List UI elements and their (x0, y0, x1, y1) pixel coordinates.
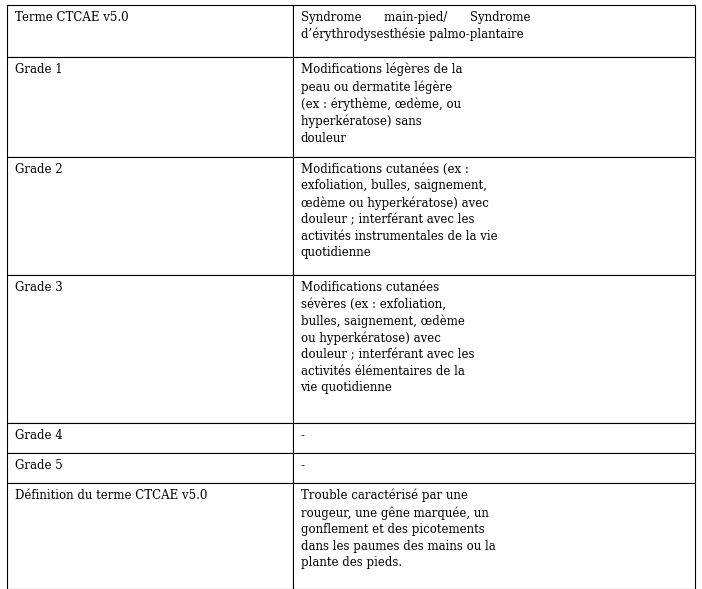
Text: Trouble caractérisé par une
rougeur, une gêne marquée, un
gonflement et des pico: Trouble caractérisé par une rougeur, une… (300, 489, 496, 569)
Bar (7, 57, 293, 157)
Bar (7, 483, 293, 589)
Text: Grade 4: Grade 4 (15, 429, 62, 442)
Text: Modifications cutanées (ex :
exfoliation, bulles, saignement,
œdème ou hyperkéra: Modifications cutanées (ex : exfoliation… (300, 163, 497, 259)
Bar (7, 5, 293, 57)
Text: Modifications légères de la
peau ou dermatite légère
(ex : érythème, œdème, ou
h: Modifications légères de la peau ou derm… (300, 63, 462, 144)
Text: -: - (300, 429, 305, 442)
Text: Terme CTCAE v5.0: Terme CTCAE v5.0 (15, 11, 128, 24)
Text: Grade 1: Grade 1 (15, 63, 62, 76)
Bar (7, 453, 293, 483)
Bar (293, 483, 695, 589)
Text: -: - (300, 459, 305, 472)
Bar (293, 57, 695, 157)
Text: Syndrome      main-pied/      Syndrome
d’érythrodysesthésie palmo-plantaire: Syndrome main-pied/ Syndrome d’érythrody… (300, 11, 530, 41)
Bar (7, 423, 293, 453)
Text: Grade 5: Grade 5 (15, 459, 62, 472)
Bar (293, 453, 695, 483)
Bar (7, 275, 293, 423)
Bar (7, 157, 293, 275)
Text: Définition du terme CTCAE v5.0: Définition du terme CTCAE v5.0 (15, 489, 207, 502)
Bar (293, 5, 695, 57)
Text: Grade 2: Grade 2 (15, 163, 62, 176)
Text: Grade 3: Grade 3 (15, 281, 62, 294)
Text: Modifications cutanées
sévères (ex : exfoliation,
bulles, saignement, œdème
ou h: Modifications cutanées sévères (ex : exf… (300, 281, 474, 395)
Bar (293, 423, 695, 453)
Bar (293, 275, 695, 423)
Bar (293, 157, 695, 275)
